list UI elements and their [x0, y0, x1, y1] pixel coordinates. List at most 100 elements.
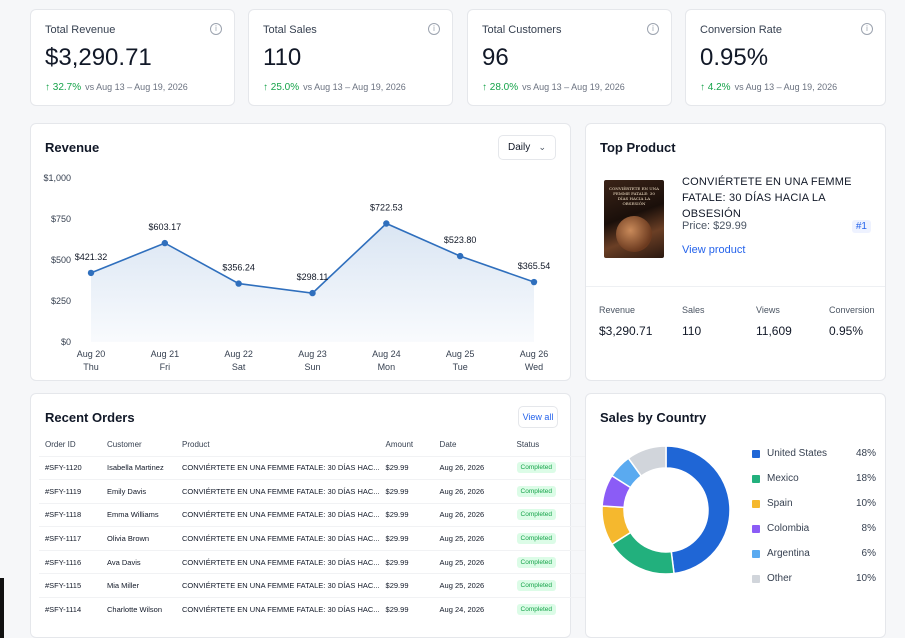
product-image[interactable]: CONVIÉRTETE EN UNA FEMME FATALE: 30 DÍAS…: [604, 180, 664, 258]
stat-card-conversion-rate: Conversion Rate i 0.95% ↑ 4.2% vs Aug 13 …: [685, 9, 886, 106]
table-cell: #SFY-1119: [39, 479, 101, 504]
info-icon[interactable]: i: [647, 23, 659, 35]
arrow-up-icon: ↑ 25.0%: [263, 82, 300, 93]
table-cell: Completed: [510, 455, 591, 480]
data-label: $365.54: [518, 261, 551, 271]
x-tick-weekday: Thu: [83, 362, 99, 372]
table-cell: CONVIÉRTETE EN UNA FEMME FATALE: 30 DÍAS…: [176, 479, 380, 504]
legend-country-percent: 8%: [861, 523, 876, 534]
donut-slice[interactable]: [627, 445, 667, 478]
column-header[interactable]: Product: [182, 440, 210, 450]
info-icon[interactable]: i: [210, 23, 222, 35]
arrow-up-icon: ↑ 28.0%: [482, 82, 519, 93]
table-row[interactable]: #SFY-1118 Emma Williams CONVIÉRTETE EN UNA…: [39, 502, 591, 527]
product-stat-value: 0.95%: [829, 324, 864, 338]
table-cell: $29.99: [379, 573, 434, 598]
stat-title: Total Sales: [263, 24, 317, 36]
column-header[interactable]: Amount: [385, 440, 414, 450]
view-all-button[interactable]: View all: [518, 406, 558, 428]
legend-swatch: [752, 475, 760, 483]
arrow-up-icon: ↑ 4.2%: [700, 82, 731, 93]
x-tick-weekday: Sun: [304, 362, 320, 372]
table-cell: Aug 24, 2026: [433, 597, 511, 622]
legend-swatch: [752, 450, 760, 458]
legend-swatch: [752, 525, 760, 533]
legend-country-name: Colombia: [767, 523, 810, 534]
divider: [586, 286, 885, 287]
x-tick-label: Aug 26: [520, 349, 549, 359]
column-header[interactable]: Status: [516, 440, 540, 450]
table-row[interactable]: #SFY-1114 Charlotte Wilson CONVIÉRTETE EN …: [39, 597, 591, 622]
product-stat-label: Revenue: [599, 305, 636, 315]
table-cell: Aug 26, 2026: [433, 479, 511, 504]
legend-country-name: Argentina: [767, 548, 810, 559]
info-icon[interactable]: i: [428, 23, 440, 35]
data-point: [161, 239, 169, 247]
legend-country-percent: 48%: [855, 448, 876, 459]
status-badge: Completed: [516, 556, 556, 568]
table-cell: Completed: [510, 573, 591, 598]
table-row[interactable]: #SFY-1116 Ava Davis CONVIÉRTETE EN UNA FEM…: [39, 549, 591, 574]
x-tick-label: Aug 20: [77, 349, 106, 359]
table-cell: Completed: [510, 502, 591, 527]
data-point: [87, 269, 95, 277]
status-badge: Completed: [516, 462, 556, 474]
table-cell: $29.99: [379, 479, 434, 504]
table-cell: CONVIÉRTETE EN UNA FEMME FATALE: 30 DÍAS…: [176, 597, 380, 622]
legend-country-percent: 10%: [855, 498, 876, 509]
table-cell: Emily Davis: [101, 479, 176, 504]
y-tick-label: $1,000: [43, 173, 71, 183]
table-cell: Aug 25, 2026: [433, 549, 511, 574]
data-label: $603.17: [149, 222, 182, 232]
info-icon[interactable]: i: [861, 23, 873, 35]
table-cell: CONVIÉRTETE EN UNA FEMME FATALE: 30 DÍAS…: [176, 455, 380, 480]
table-cell: Completed: [510, 526, 591, 551]
legend-item[interactable]: Mexico 18%: [752, 473, 876, 487]
country-donut-chart: [601, 445, 731, 575]
table-cell: CONVIÉRTETE EN UNA FEMME FATALE: 30 DÍAS…: [176, 573, 380, 598]
product-stat-label: Sales: [682, 305, 705, 315]
x-tick-weekday: Mon: [378, 362, 396, 372]
data-label: $356.24: [222, 263, 255, 273]
view-product-link[interactable]: View product: [682, 244, 746, 256]
column-header[interactable]: Customer: [107, 440, 142, 450]
legend-item[interactable]: Argentina 6%: [752, 548, 876, 562]
data-label: $722.53: [370, 203, 403, 213]
stat-title: Total Customers: [482, 24, 562, 36]
data-point: [235, 280, 242, 287]
x-tick-weekday: Wed: [525, 362, 543, 372]
table-row[interactable]: #SFY-1120 Isabella Martinez CONVIÉRTETE EN…: [39, 455, 591, 480]
table-row[interactable]: #SFY-1117 Olivia Brown CONVIÉRTETE EN UNA …: [39, 526, 591, 551]
column-header[interactable]: Order ID: [45, 440, 76, 450]
table-cell: #SFY-1116: [39, 549, 101, 574]
legend-country-percent: 10%: [855, 573, 876, 584]
table-cell: Aug 26, 2026: [433, 455, 511, 480]
product-stat-value: 11,609: [756, 324, 792, 338]
period-select-value: Daily: [508, 142, 531, 153]
donut-slice[interactable]: [665, 445, 731, 575]
stat-card-total-customers: Total Customers i 96 ↑ 28.0% vs Aug 13 – …: [467, 9, 672, 106]
table-cell: Aug 25, 2026: [433, 573, 511, 598]
product-cover-text: CONVIÉRTETE EN UNA FEMME FATALE: 30 DÍAS…: [608, 186, 660, 206]
table-cell: #SFY-1117: [39, 526, 101, 551]
y-tick-label: $500: [51, 255, 71, 265]
period-select[interactable]: Daily ⌄: [498, 135, 556, 160]
x-tick-label: Aug 21: [151, 349, 180, 359]
arrow-up-icon: ↑ 32.7%: [45, 82, 82, 93]
table-cell: Completed: [510, 597, 591, 622]
x-tick-label: Aug 24: [372, 349, 401, 359]
recent-orders-card: Recent Orders View all Order ID Customer…: [30, 393, 591, 638]
legend-item[interactable]: Other 10%: [752, 573, 876, 587]
recent-orders-title: Recent Orders: [45, 410, 135, 425]
legend-country-name: United States: [767, 448, 828, 459]
legend-item[interactable]: Spain 10%: [752, 498, 876, 512]
status-badge: Completed: [516, 533, 556, 545]
table-cell: $29.99: [379, 455, 434, 480]
table-row[interactable]: #SFY-1119 Emily Davis CONVIÉRTETE EN UNA F…: [39, 479, 591, 504]
legend-item[interactable]: United States 48%: [752, 448, 876, 462]
column-header[interactable]: Date: [439, 440, 457, 450]
top-product-title: Top Product: [600, 140, 676, 155]
legend-item[interactable]: Colombia 8%: [752, 523, 876, 537]
table-row[interactable]: #SFY-1115 Mia Miller CONVIÉRTETE EN UNA FE…: [39, 573, 591, 598]
legend-country-percent: 18%: [855, 473, 876, 484]
